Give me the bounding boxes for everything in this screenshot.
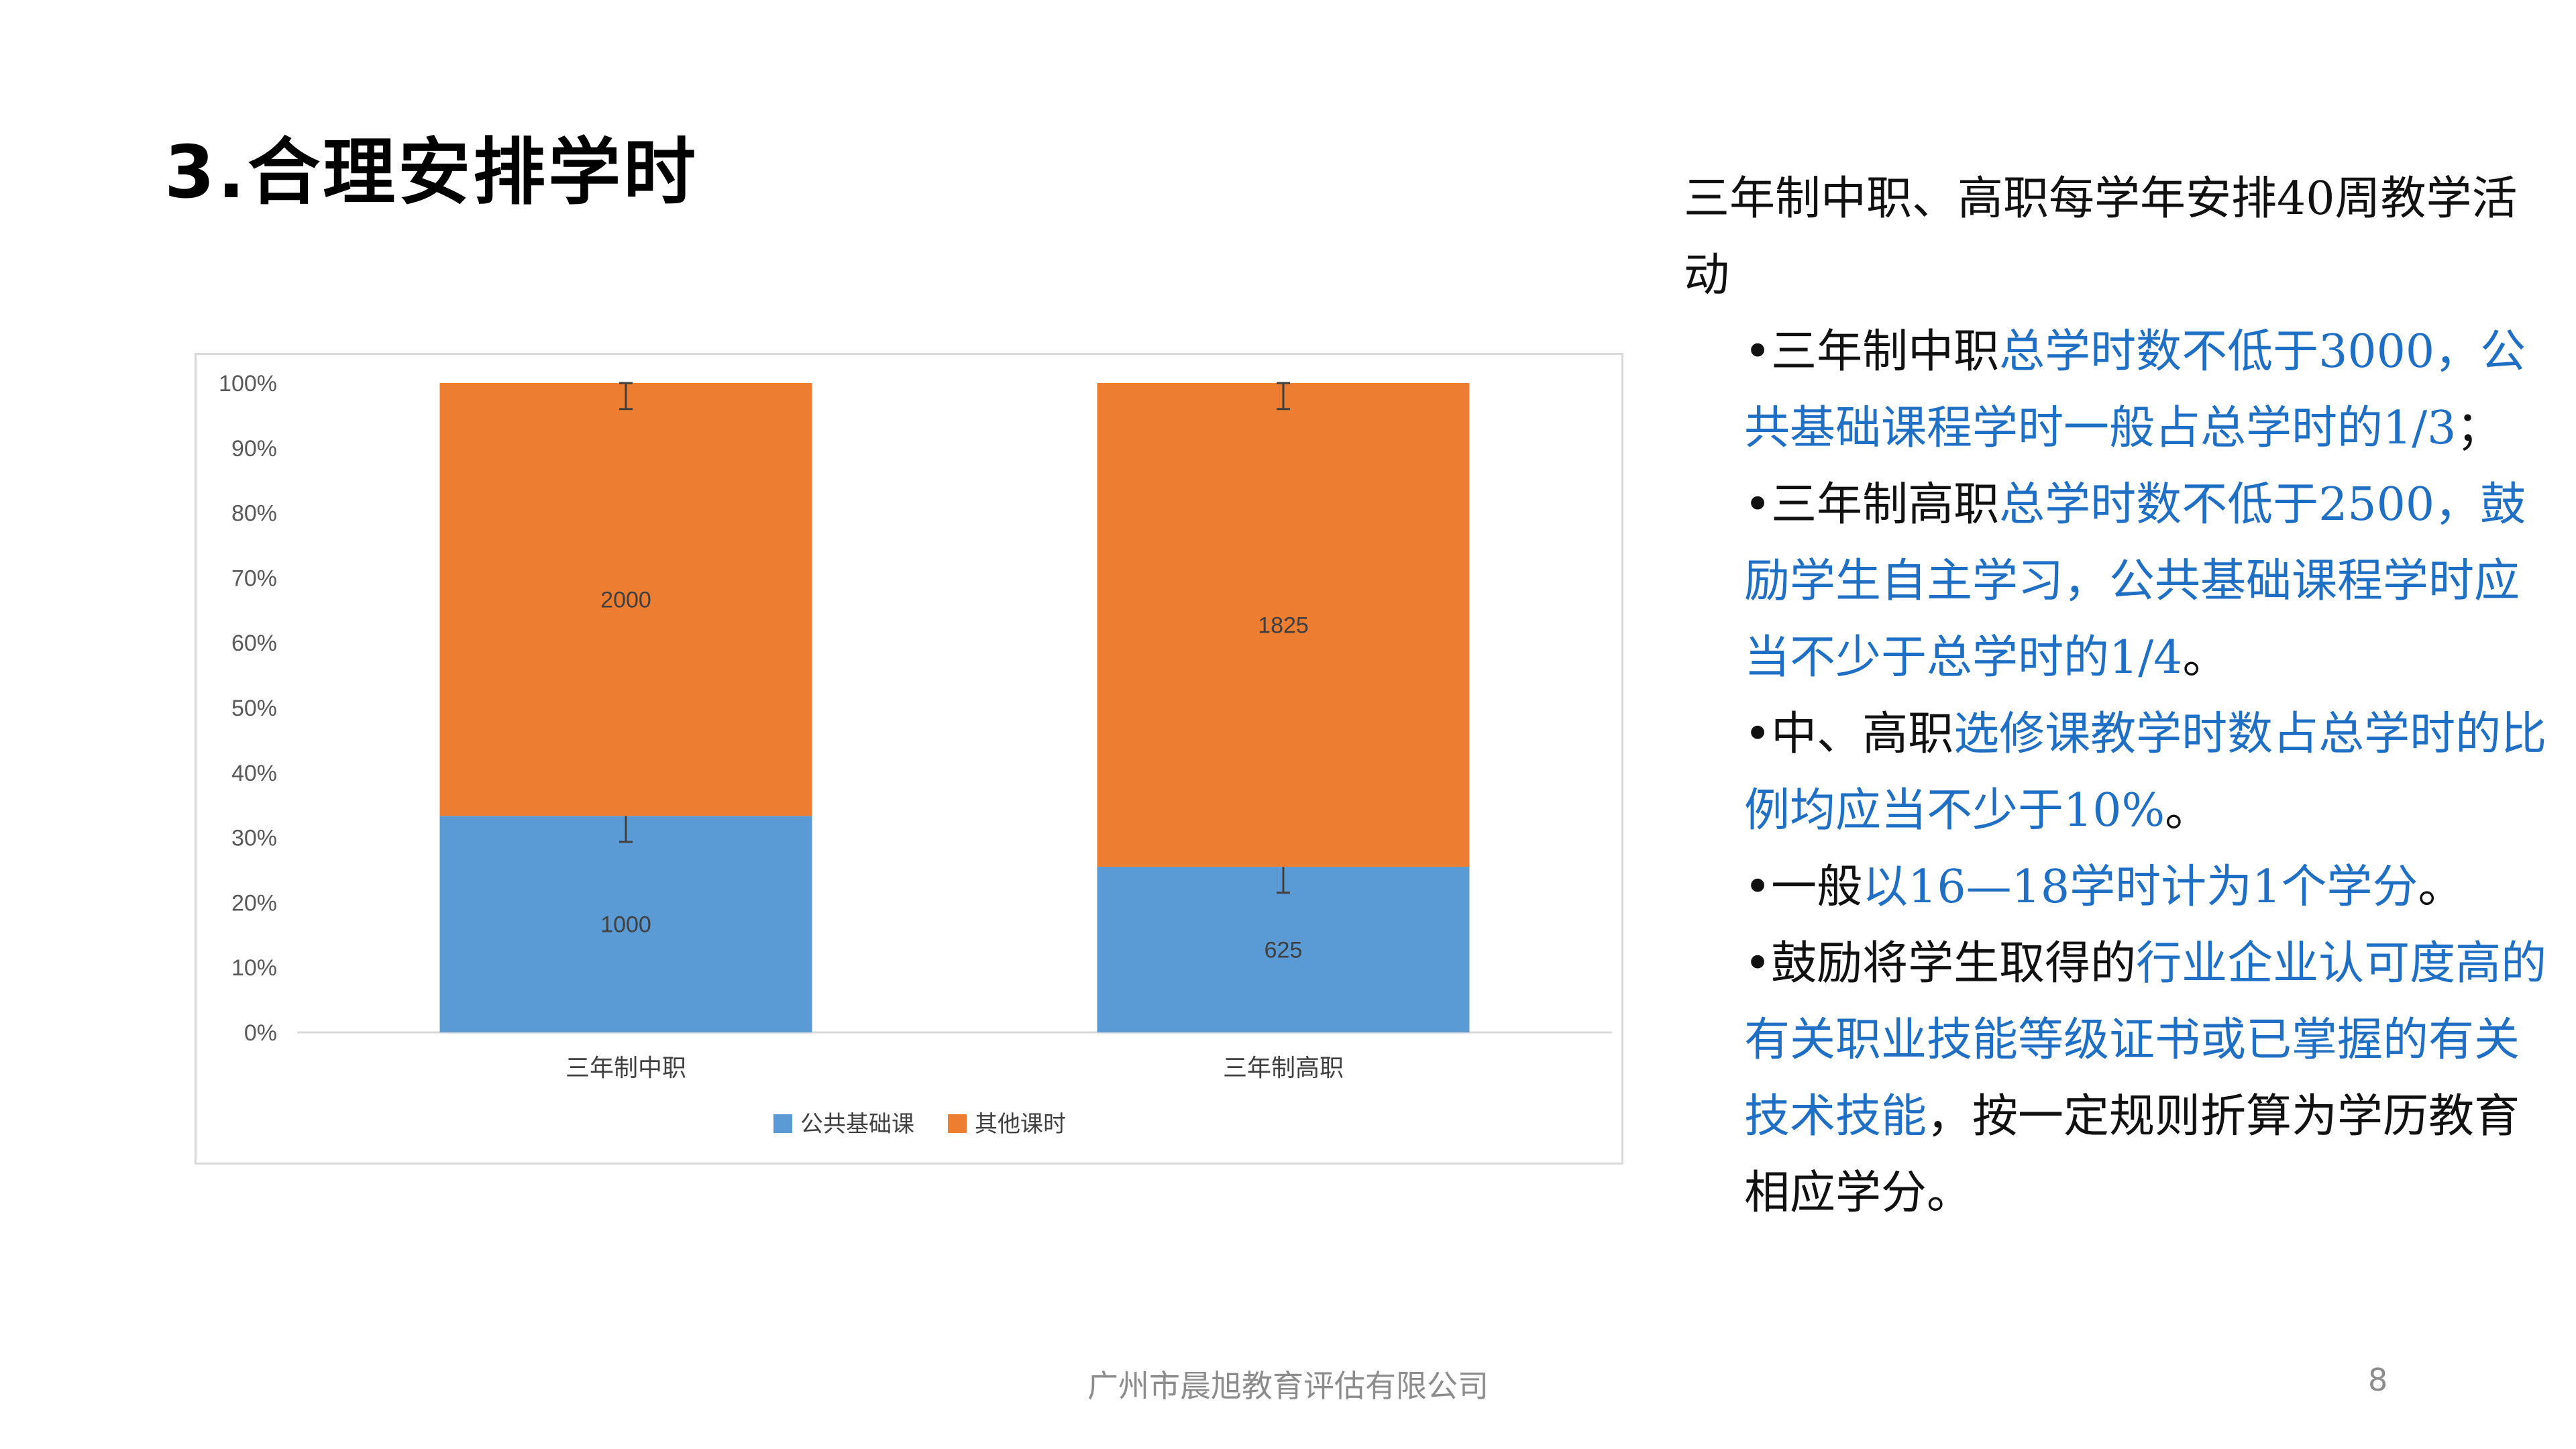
y-tick-label: 80%	[231, 501, 277, 527]
page-title: 3.合理安排学时	[164, 131, 699, 215]
data-label: 1825	[1258, 613, 1309, 639]
bullet-text: •一般	[1744, 861, 1863, 914]
bar-other-1	[1097, 383, 1470, 867]
bullet-text: 。	[2165, 784, 2211, 837]
bullet-highlight-text: 以16—18学时计为1个学分	[1862, 861, 2418, 914]
bullet-item: •三年制中职总学时数不低于3000，公共基础课程学时一般占总学时的1/3；	[1684, 314, 2549, 467]
legend-swatch	[773, 1114, 792, 1133]
bullet-item: •一般以16—18学时计为1个学分。	[1684, 849, 2549, 926]
legend-entry: 其他课时	[975, 1111, 1066, 1138]
bullet-highlight-text: 选修课教学时数占总学时的比例均应当不少于10%	[1744, 708, 2547, 837]
bullet-text: •鼓励将学生取得的	[1744, 937, 2137, 990]
bullet-highlight-text: 行业企业认可度高的有关职业技能等级证书或已掌握的有关技术技能	[1744, 937, 2547, 1143]
y-tick-label: 20%	[231, 890, 277, 916]
data-label: 2000	[600, 588, 651, 613]
bullet-item: •三年制高职总学时数不低于2500，鼓励学生自主学习，公共基础课程学时应当不少于…	[1684, 467, 2549, 696]
data-label: 625	[1265, 938, 1303, 963]
bullet-text: ；	[2456, 402, 2502, 455]
y-tick-label: 50%	[231, 696, 277, 721]
y-tick-label: 70%	[231, 566, 277, 591]
footer-company: 广州市晨旭教育评估有限公司	[1087, 1368, 1489, 1404]
bullet-item: •鼓励将学生取得的行业企业认可度高的有关职业技能等级证书或已掌握的有关技术技能，…	[1684, 926, 2549, 1232]
bullet-text: •三年制中职	[1744, 325, 2000, 378]
x-category-label: 三年制高职	[1223, 1055, 1344, 1082]
y-tick-label: 60%	[231, 631, 277, 656]
y-tick-label: 100%	[219, 371, 277, 396]
bar-public-0	[439, 816, 812, 1032]
bar-other-0	[439, 383, 812, 816]
bar-public-1	[1097, 867, 1470, 1032]
bullet-highlight-text: 总学时数不低于3000，公共基础课程学时一般占总学时的1/3	[1744, 325, 2526, 455]
bullet-list: •三年制中职总学时数不低于3000，公共基础课程学时一般占总学时的1/3； •三年…	[1684, 314, 2549, 1232]
bullet-highlight-text: 总学时数不低于2500，鼓励学生自主学习，公共基础课程学时应当不少于总学时的1/…	[1744, 478, 2526, 684]
stacked-percent-bar-chart: 0% 10% 20% 30% 40% 50% 60% 70% 80% 90% 100% 1000 200…	[219, 371, 1612, 1138]
side-lead-text: 三年制中职、高职每学年安排40周教学活动	[1684, 172, 2518, 302]
bullet-text: 。	[2418, 861, 2464, 914]
y-tick-label: 10%	[231, 955, 277, 981]
side-text-panel: 三年制中职、高职每学年安排40周教学活动 •三年制中职总学时数不低于3000，公…	[1684, 161, 2549, 1232]
y-tick-label: 30%	[231, 826, 277, 851]
bullet-item: •中、高职选修课教学时数占总学时的比例均应当不少于10%。	[1684, 696, 2549, 849]
y-tick-label: 40%	[231, 761, 277, 786]
chart-container: 0% 10% 20% 30% 40% 50% 60% 70% 80% 90% 100% 1000 200…	[195, 353, 1623, 1165]
bullet-text: 。	[2182, 631, 2229, 684]
bullet-text: •三年制高职	[1744, 478, 2000, 531]
y-tick-label: 90%	[231, 436, 277, 462]
x-category-label: 三年制中职	[566, 1055, 686, 1082]
bullet-text: •中、高职	[1744, 708, 1954, 761]
y-tick-label: 0%	[244, 1020, 277, 1046]
page-number: 8	[2368, 1362, 2388, 1398]
bullet-text: ，按一定规则折算为学历教育相应学分。	[1744, 1090, 2520, 1220]
legend-entry: 公共基础课	[800, 1111, 914, 1138]
legend-swatch	[948, 1114, 967, 1133]
data-label: 1000	[600, 912, 651, 938]
